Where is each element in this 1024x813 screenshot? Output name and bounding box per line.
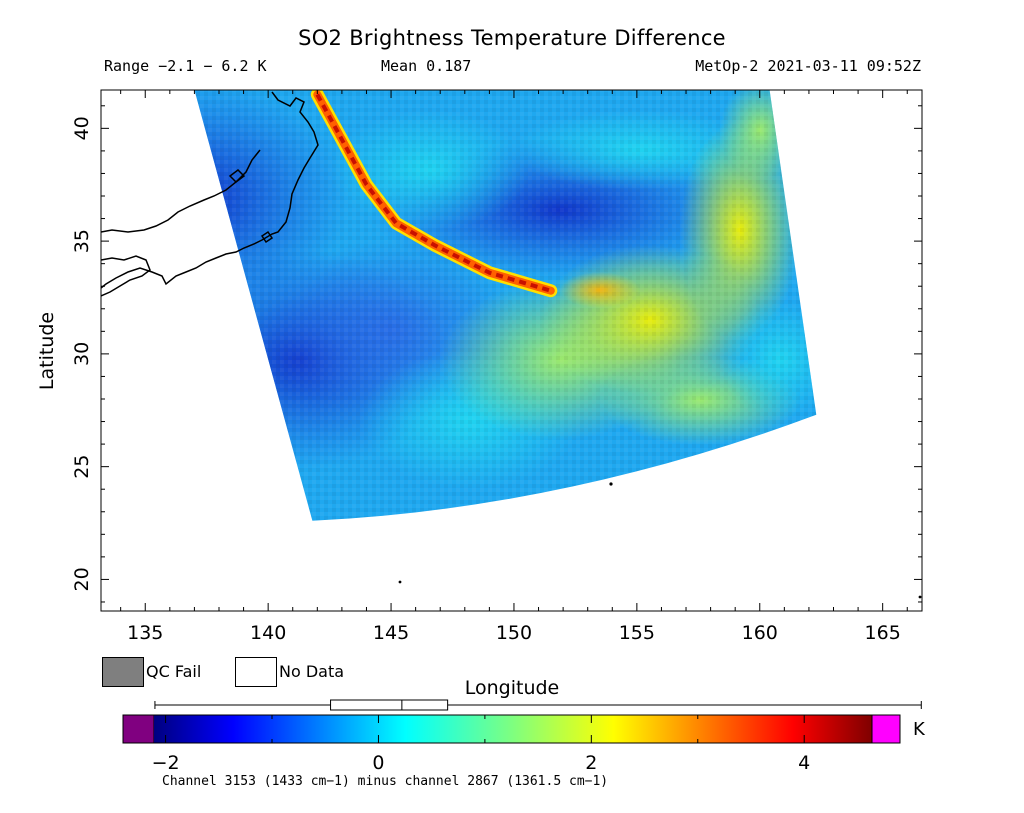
satellite-time-text: MetOp-2 2021-03-11 09:52Z — [695, 57, 921, 75]
y-tick-label: 30 — [71, 342, 93, 366]
coastline-honshu — [101, 91, 319, 289]
y-axis: 20 25 30 35 40 — [71, 105, 922, 603]
mean-text: Mean 0.187 — [381, 57, 472, 75]
colorbar-gradient — [154, 715, 872, 743]
qc-fail-swatch — [102, 657, 144, 687]
x-tick-label: 160 — [742, 622, 778, 644]
coastline-oshima — [260, 230, 274, 244]
x-tick-label: 145 — [373, 622, 409, 644]
coastline-kyushu — [101, 255, 151, 297]
colorbar-unit: K — [913, 719, 925, 740]
colorbar-tick-label: −2 — [152, 752, 180, 774]
qc-fail-label: QC Fail — [146, 662, 202, 681]
x-tick-label: 135 — [127, 622, 163, 644]
x-axis-label: Longitude — [464, 677, 560, 699]
colorbar-tick-label: 0 — [372, 752, 384, 774]
island-marker — [398, 580, 402, 584]
x-tick-label: 140 — [250, 622, 286, 644]
colorbar-over-swatch — [871, 714, 901, 744]
colorbar-tick-label: 2 — [585, 752, 597, 774]
plot-frame — [100, 89, 923, 612]
no-data-label: No Data — [279, 662, 345, 681]
colorbar-tick-label: 4 — [798, 752, 810, 774]
colorbar-frame — [122, 714, 901, 744]
boxplot-box — [330, 699, 449, 711]
no-data-swatch — [235, 657, 277, 687]
colorbar: −2 0 2 4 — [122, 699, 922, 774]
distribution-boxplot — [154, 699, 922, 711]
y-axis-label: Latitude — [36, 311, 58, 391]
colorbar-under-swatch — [122, 714, 155, 744]
y-tick-label: 40 — [71, 116, 93, 140]
channel-note: Channel 3153 (1433 cm−1) minus channel 2… — [162, 774, 609, 789]
y-tick-label: 20 — [71, 567, 93, 591]
x-tick-label: 150 — [496, 622, 532, 644]
coastlines — [101, 91, 319, 297]
island-marker — [918, 595, 922, 599]
range-text: Range −2.1 − 6.2 K — [104, 57, 267, 75]
y-tick-label: 35 — [71, 229, 93, 253]
chart-title: SO2 Brightness Temperature Difference — [298, 26, 726, 50]
so2-plume — [310, 90, 558, 298]
y-tick-label: 25 — [71, 455, 93, 479]
coastline-sado — [228, 169, 246, 183]
island-marker — [609, 482, 613, 486]
swath-heatmap — [194, 90, 817, 521]
x-axis: 135 140 145 150 155 160 165 — [120, 90, 908, 644]
x-tick-label: 165 — [865, 622, 901, 644]
x-tick-label: 155 — [619, 622, 655, 644]
